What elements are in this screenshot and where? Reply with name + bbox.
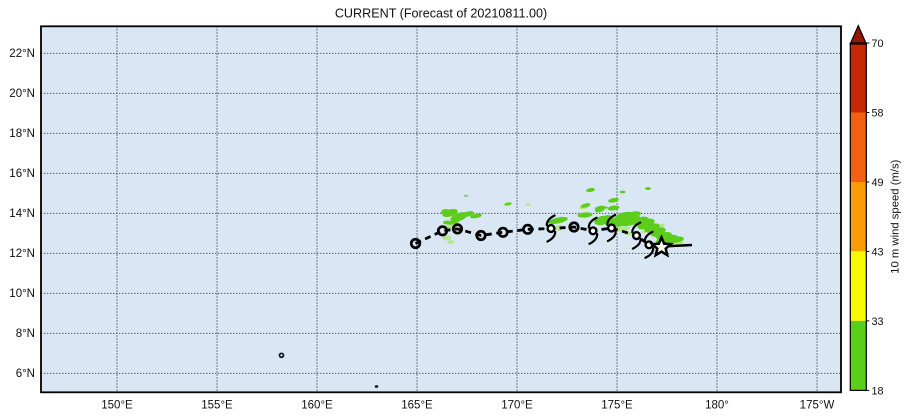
svg-text:18: 18 xyxy=(872,385,884,397)
svg-text:10°N: 10°N xyxy=(9,288,35,300)
svg-text:155°E: 155°E xyxy=(201,400,233,412)
svg-text:165°E: 165°E xyxy=(401,400,433,412)
svg-text:10 m wind speed (m/s): 10 m wind speed (m/s) xyxy=(890,159,902,274)
svg-text:8°N: 8°N xyxy=(16,328,35,340)
svg-text:12°N: 12°N xyxy=(9,248,35,260)
svg-text:49: 49 xyxy=(872,177,884,189)
svg-text:CURRENT (Forecast of 20210811.: CURRENT (Forecast of 20210811.00) xyxy=(335,7,547,21)
svg-text:170°E: 170°E xyxy=(501,400,533,412)
svg-text:175°E: 175°E xyxy=(601,400,633,412)
svg-text:14°N: 14°N xyxy=(9,208,35,220)
svg-text:150°E: 150°E xyxy=(101,400,133,412)
svg-text:160°E: 160°E xyxy=(301,400,333,412)
svg-text:33: 33 xyxy=(872,316,884,328)
svg-text:180°: 180° xyxy=(705,400,729,412)
svg-text:18°N: 18°N xyxy=(9,128,35,140)
svg-text:20°N: 20°N xyxy=(9,88,35,100)
svg-text:43: 43 xyxy=(872,246,884,258)
svg-text:175°W: 175°W xyxy=(800,400,835,412)
svg-text:22°N: 22°N xyxy=(9,48,35,60)
svg-text:70: 70 xyxy=(872,38,884,50)
svg-text:58: 58 xyxy=(872,107,884,119)
svg-text:6°N: 6°N xyxy=(16,368,35,380)
svg-text:16°N: 16°N xyxy=(9,168,35,180)
